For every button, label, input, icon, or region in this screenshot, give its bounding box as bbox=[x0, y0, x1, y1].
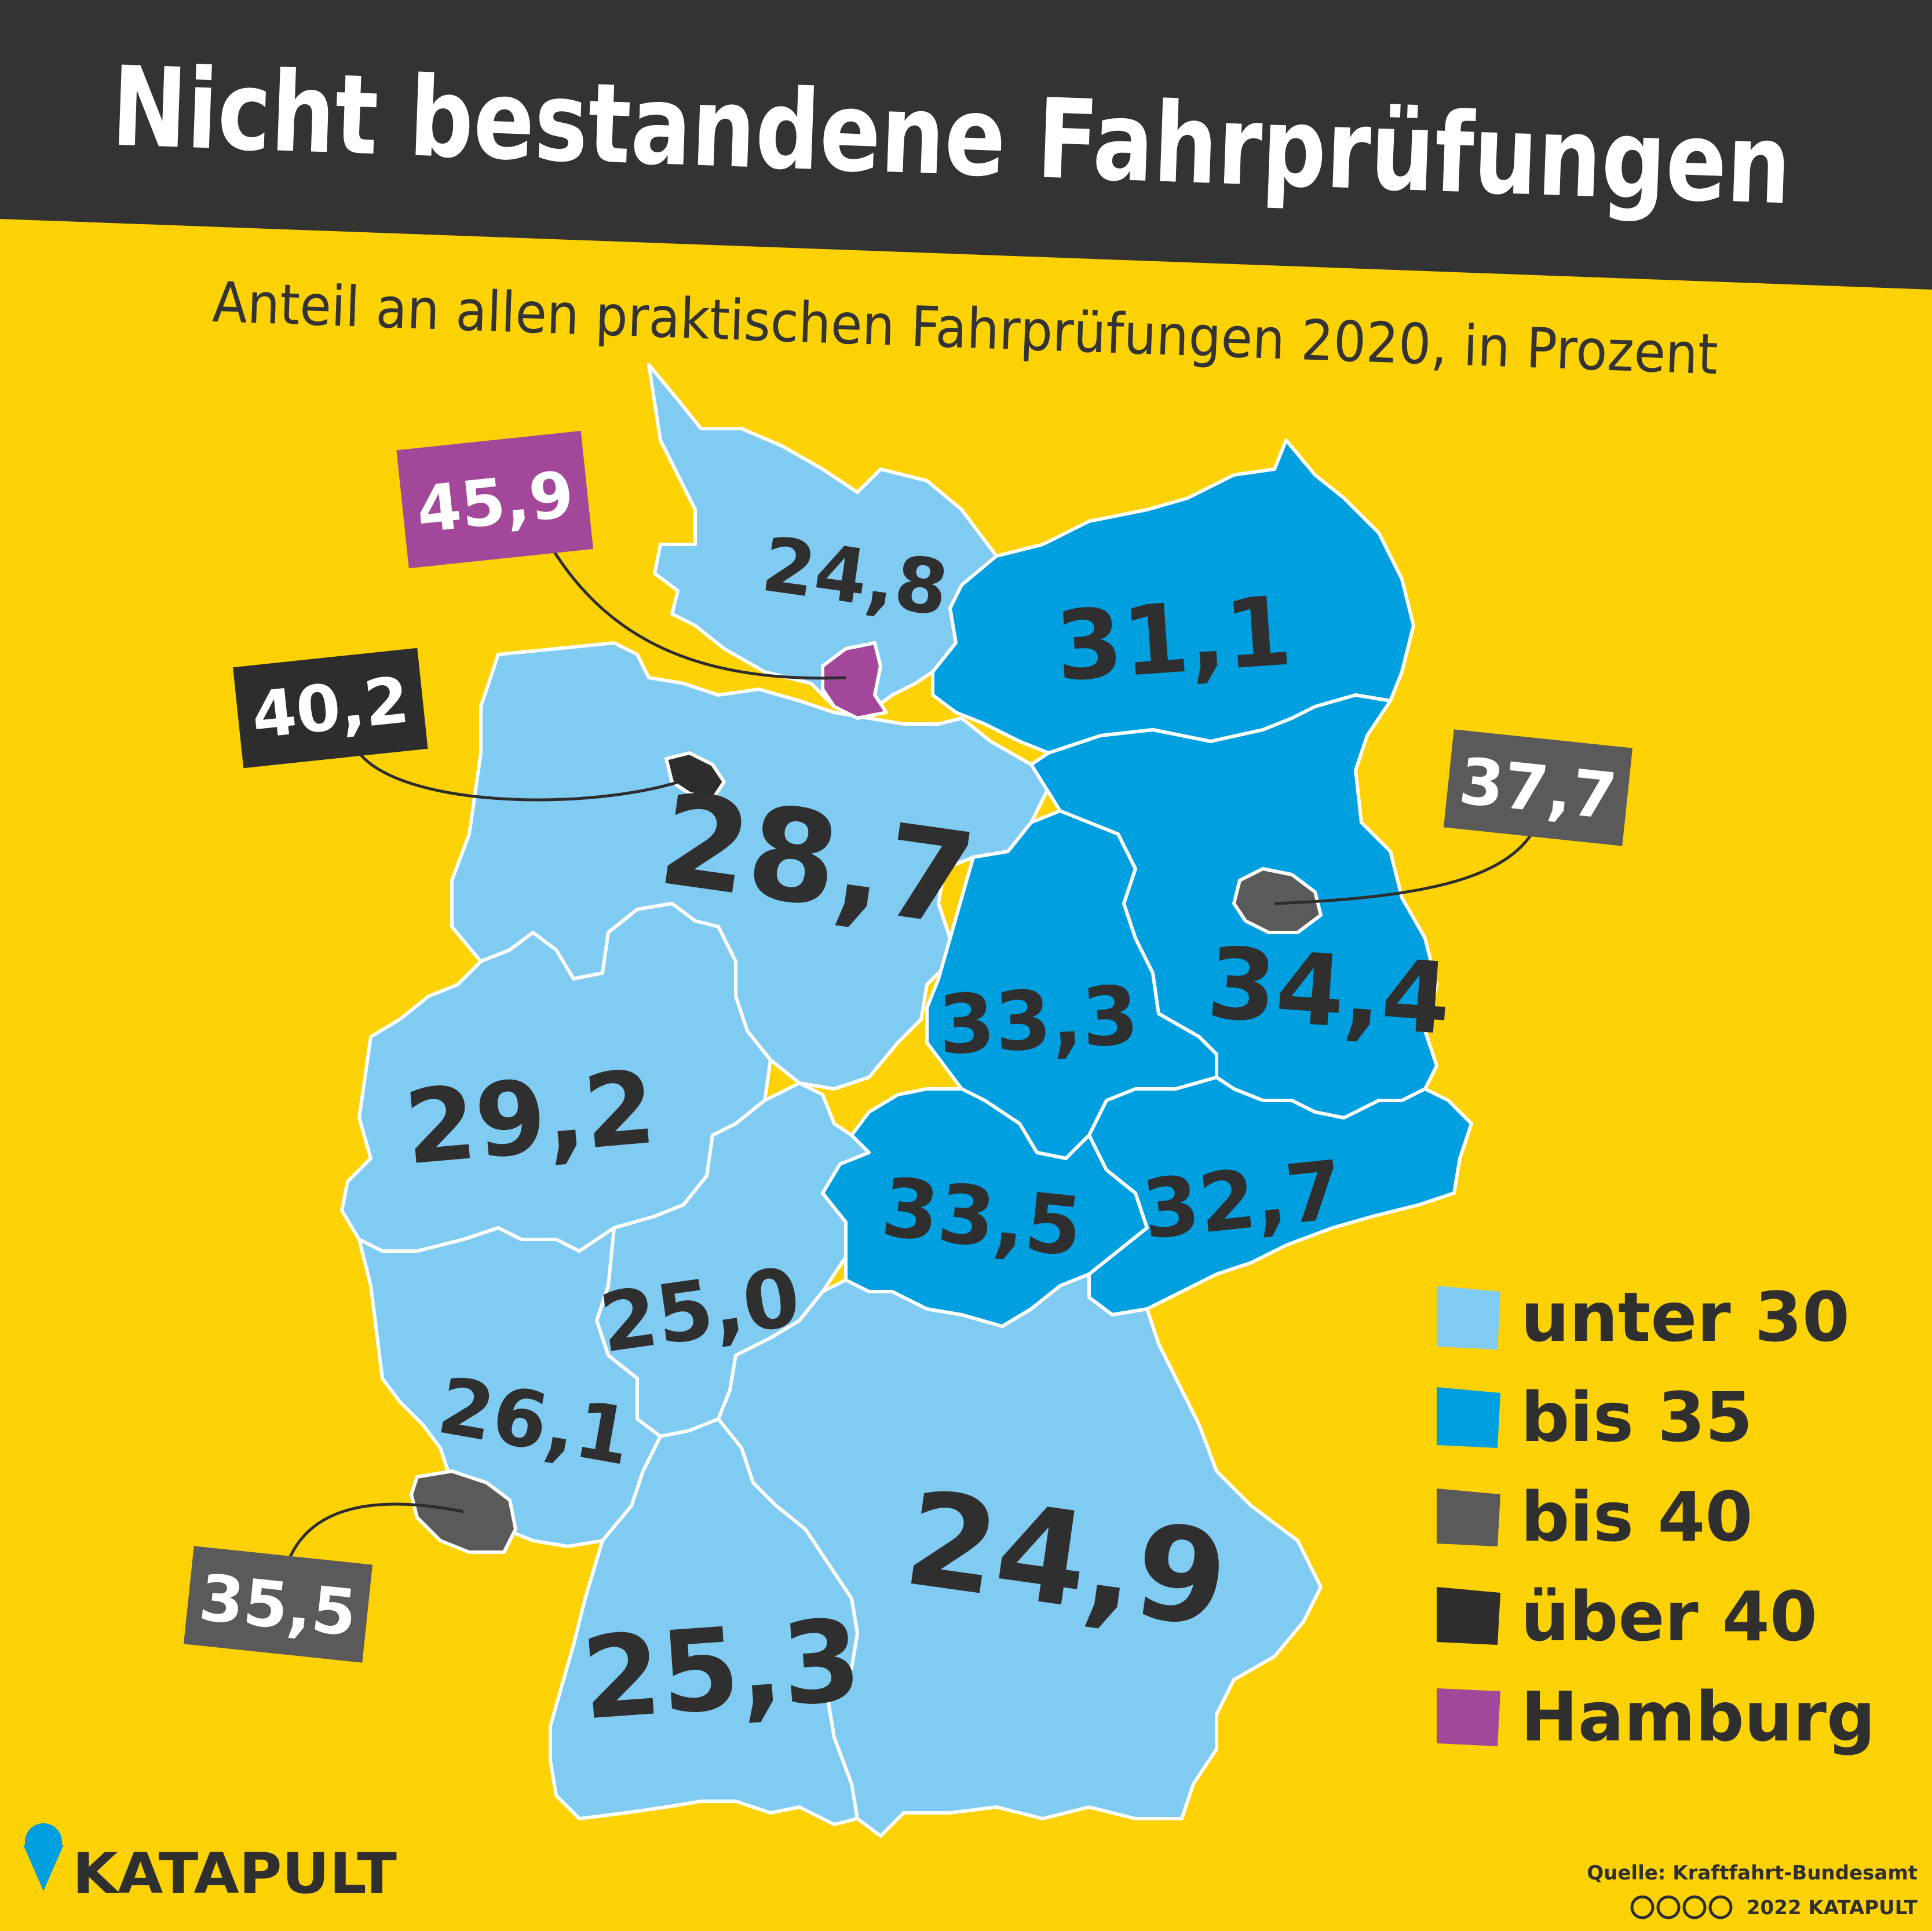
callout-value-hamburg: 45,9 bbox=[413, 457, 577, 547]
legend-swatch-bis-40 bbox=[1437, 1489, 1500, 1546]
legend-label-bis-35: bis 35 bbox=[1521, 1377, 1752, 1457]
callout-box-bremen bbox=[232, 648, 428, 769]
cc-icon bbox=[1630, 1895, 1655, 1919]
state-schleswig-holstein bbox=[647, 363, 998, 714]
label-mecklenburg-vorpommern: 31,1 bbox=[1052, 575, 1295, 703]
legend-label-hamburg: Hamburg bbox=[1521, 1677, 1875, 1757]
legend-item-bis-35: bis 35 bbox=[1437, 1377, 1752, 1457]
callout-value-bremen: 40,2 bbox=[249, 663, 412, 753]
nd-icon bbox=[1708, 1895, 1733, 1919]
callout-lines bbox=[288, 549, 1537, 1559]
label-nordrhein-westfalen: 29,2 bbox=[400, 1049, 660, 1188]
label-baden-wuerttemberg: 25,3 bbox=[578, 1594, 865, 1745]
callout-hamburg: 45,9 bbox=[396, 430, 594, 569]
logo-catapult-icon bbox=[23, 1823, 64, 1891]
callout-bremen: 40,2 bbox=[232, 648, 428, 769]
legend-swatch-hamburg bbox=[1437, 1688, 1500, 1746]
legend-item-ueber-40: über 40 bbox=[1437, 1577, 1817, 1656]
legend-label-ueber-40: über 40 bbox=[1521, 1577, 1817, 1656]
callout-line-hamburg bbox=[552, 549, 846, 680]
state-baden-wuerttemberg bbox=[549, 1417, 859, 1826]
label-brandenburg: 34,4 bbox=[1204, 926, 1454, 1058]
legend-swatch-unter-30 bbox=[1437, 1286, 1500, 1349]
legend-item-unter-30: unter 30 bbox=[1437, 1277, 1850, 1357]
germany-map bbox=[340, 363, 1473, 1838]
callout-berlin: 37,7 bbox=[1443, 729, 1633, 846]
state-hamburg bbox=[821, 641, 888, 720]
by-icon bbox=[1656, 1895, 1681, 1919]
callout-line-saarland bbox=[288, 1502, 464, 1559]
state-sachsen bbox=[1087, 1076, 1473, 1316]
legend-label-bis-40: bis 40 bbox=[1521, 1477, 1752, 1557]
state-berlin bbox=[1232, 867, 1323, 934]
callout-box-saarland bbox=[183, 1546, 373, 1663]
label-thueringen: 33,5 bbox=[878, 1161, 1087, 1275]
callout-box-berlin bbox=[1443, 729, 1633, 846]
legend: unter 30 bis 35 bis 40 über 40 Hamburg bbox=[1437, 1277, 1875, 1757]
source-credit: Quelle: Kraftfahrt-Bundesamt bbox=[1587, 1861, 1918, 1885]
callout-line-berlin bbox=[1274, 827, 1537, 905]
callout-box-hamburg bbox=[396, 430, 594, 569]
logo-text: KATAPULT bbox=[72, 1841, 397, 1906]
nc-icon bbox=[1682, 1895, 1707, 1919]
legend-swatch-ueber-40 bbox=[1437, 1587, 1500, 1645]
legend-label-unter-30: unter 30 bbox=[1521, 1277, 1850, 1357]
legend-item-hamburg: Hamburg bbox=[1437, 1677, 1875, 1757]
katapult-logo: KATAPULT bbox=[23, 1823, 397, 1906]
callout-line-bremen bbox=[358, 752, 696, 802]
legend-swatch-bis-35 bbox=[1437, 1387, 1500, 1448]
callout-saarland: 35,5 bbox=[183, 1546, 373, 1663]
license-icons bbox=[1630, 1895, 1733, 1919]
copyright: 2022 KATAPULT bbox=[1747, 1896, 1918, 1919]
label-sachsen: 32,7 bbox=[1138, 1143, 1347, 1258]
callout-value-saarland: 35,5 bbox=[196, 1560, 360, 1651]
callout-value-berlin: 37,7 bbox=[1456, 744, 1620, 834]
label-sachsen-anhalt: 33,3 bbox=[936, 968, 1141, 1073]
legend-item-bis-40: bis 40 bbox=[1437, 1477, 1752, 1557]
header-band bbox=[0, 0, 1932, 290]
page-subtitle: Anteil an allen praktischen Fahrprüfunge… bbox=[211, 270, 1719, 387]
